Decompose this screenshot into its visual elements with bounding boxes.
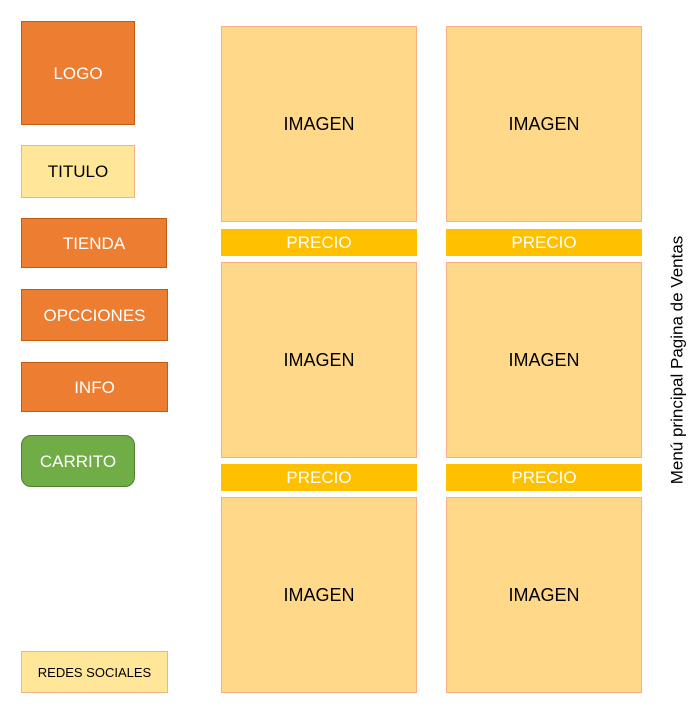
social-label: REDES SOCIALES bbox=[37, 664, 152, 680]
cart-button[interactable]: CARRITO bbox=[21, 435, 135, 487]
logo-label: LOGO bbox=[53, 63, 103, 83]
product-image-2[interactable]: IMAGEN bbox=[446, 26, 642, 222]
product-image-label: IMAGEN bbox=[508, 350, 580, 370]
product-price-2: PRECIO bbox=[446, 229, 642, 256]
product-price-3: PRECIO bbox=[221, 464, 417, 491]
product-price-label: PRECIO bbox=[511, 468, 577, 487]
info-button[interactable]: INFO bbox=[21, 362, 168, 412]
side-title: Menú principal Pagina de Ventas bbox=[657, 0, 696, 720]
product-image-1[interactable]: IMAGEN bbox=[221, 26, 417, 222]
store-button[interactable]: TIENDA bbox=[21, 218, 167, 268]
product-price-label: PRECIO bbox=[286, 468, 352, 487]
product-image-label: IMAGEN bbox=[283, 350, 355, 370]
store-label: TIENDA bbox=[62, 233, 126, 253]
side-title-text: Menú principal Pagina de Ventas bbox=[667, 235, 686, 485]
logo-box: LOGO bbox=[21, 21, 135, 125]
product-price-label: PRECIO bbox=[511, 233, 577, 252]
product-image-4[interactable]: IMAGEN bbox=[446, 262, 642, 458]
cart-label: CARRITO bbox=[39, 451, 117, 471]
product-image-label: IMAGEN bbox=[508, 114, 580, 134]
product-image-label: IMAGEN bbox=[508, 585, 580, 605]
product-price-1: PRECIO bbox=[221, 229, 417, 256]
options-label: OPCCIONES bbox=[43, 305, 146, 325]
info-label: INFO bbox=[74, 377, 115, 397]
social-links-box[interactable]: REDES SOCIALES bbox=[21, 651, 168, 693]
title-box: TITULO bbox=[21, 145, 135, 198]
product-price-label: PRECIO bbox=[286, 233, 352, 252]
product-image-3[interactable]: IMAGEN bbox=[221, 262, 417, 458]
options-button[interactable]: OPCCIONES bbox=[21, 289, 168, 341]
product-image-5[interactable]: IMAGEN bbox=[221, 497, 417, 693]
product-price-4: PRECIO bbox=[446, 464, 642, 491]
product-image-label: IMAGEN bbox=[283, 585, 355, 605]
product-image-6[interactable]: IMAGEN bbox=[446, 497, 642, 693]
product-image-label: IMAGEN bbox=[283, 114, 355, 134]
title-label: TITULO bbox=[47, 162, 109, 181]
